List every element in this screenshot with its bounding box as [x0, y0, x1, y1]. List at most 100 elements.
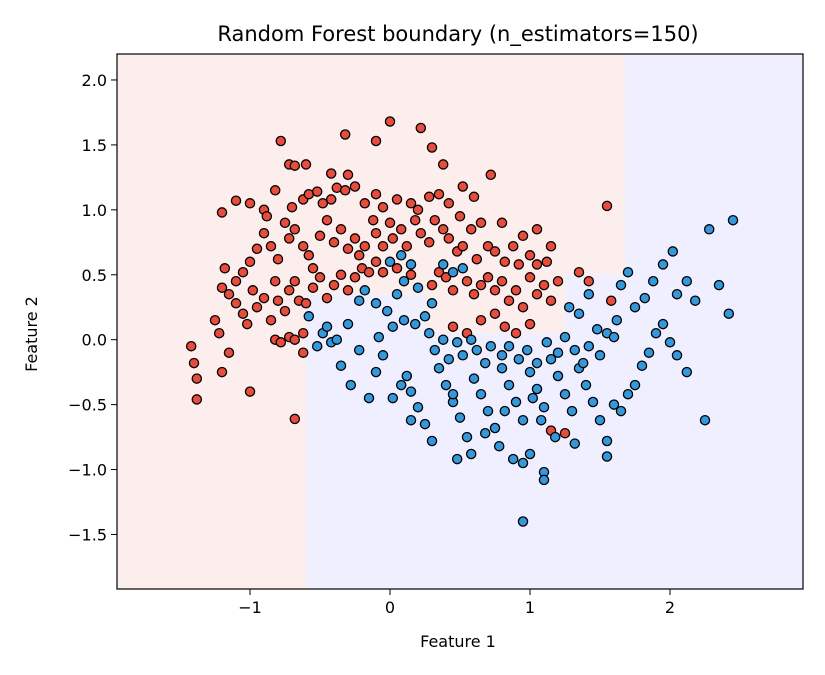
- data-point-class-1: [395, 250, 407, 261]
- data-point-class-1: [594, 414, 606, 426]
- y-tick-label: −1.5: [68, 525, 107, 544]
- data-point-class-1: [443, 353, 455, 365]
- data-point-class-0: [283, 285, 295, 296]
- data-point-class-0: [405, 269, 417, 281]
- data-point-class-1: [573, 308, 585, 319]
- x-tick-label: −1: [238, 598, 262, 617]
- data-point-class-0: [297, 347, 309, 358]
- data-point-class-1: [384, 256, 396, 268]
- data-point-class-1: [493, 440, 505, 452]
- data-point-class-0: [283, 233, 295, 244]
- data-point-class-0: [289, 224, 301, 235]
- data-point-class-1: [447, 388, 459, 400]
- data-point-class-0: [237, 266, 249, 278]
- chart-title: Random Forest boundary (n_estimators=150…: [217, 22, 698, 47]
- data-point-class-1: [615, 405, 627, 417]
- data-point-class-1: [636, 360, 648, 371]
- data-point-class-1: [409, 318, 421, 330]
- data-point-class-0: [465, 224, 477, 235]
- data-point-class-0: [258, 292, 270, 304]
- data-point-class-1: [377, 350, 389, 361]
- data-point-class-0: [415, 122, 427, 134]
- data-point-class-0: [342, 285, 354, 296]
- data-point-class-1: [671, 350, 683, 361]
- data-point-class-0: [275, 337, 287, 348]
- data-point-class-1: [545, 353, 557, 365]
- data-point-class-0: [433, 266, 445, 278]
- data-point-class-1: [510, 396, 522, 408]
- data-point-class-0: [496, 275, 508, 287]
- data-point-class-1: [681, 366, 693, 378]
- data-point-class-1: [405, 386, 417, 397]
- data-point-class-0: [289, 334, 301, 345]
- data-point-class-0: [531, 224, 543, 235]
- data-point-class-0: [545, 240, 557, 252]
- data-point-class-0: [300, 298, 312, 309]
- data-point-class-0: [335, 269, 347, 281]
- data-point-class-0: [289, 275, 301, 287]
- data-point-class-1: [489, 422, 501, 434]
- data-point-class-0: [325, 194, 337, 205]
- data-point-class-1: [699, 414, 711, 426]
- data-point-class-0: [370, 188, 382, 200]
- data-point-class-0: [471, 253, 483, 265]
- plot-frame: [116, 53, 804, 590]
- data-point-class-0: [517, 230, 529, 242]
- data-point-class-0: [272, 295, 284, 306]
- data-point-class-1: [629, 301, 641, 313]
- data-point-class-1: [643, 347, 655, 358]
- data-point-class-1: [331, 334, 343, 345]
- data-point-class-1: [433, 362, 445, 374]
- y-tick-label: 1.5: [82, 136, 107, 155]
- data-point-class-1: [517, 516, 529, 527]
- data-point-class-0: [426, 279, 438, 291]
- data-point-class-1: [398, 314, 410, 326]
- data-point-class-1: [727, 214, 739, 226]
- data-point-class-0: [573, 266, 585, 278]
- data-point-class-1: [437, 259, 449, 270]
- data-point-class-0: [457, 240, 469, 252]
- data-point-class-1: [405, 259, 417, 270]
- data-point-class-0: [443, 233, 455, 244]
- data-point-class-0: [475, 314, 487, 326]
- data-point-class-1: [426, 435, 438, 447]
- data-point-class-1: [335, 360, 347, 371]
- data-point-class-1: [703, 224, 715, 235]
- data-point-class-1: [521, 344, 533, 356]
- data-point-class-0: [468, 191, 480, 203]
- data-point-class-0: [223, 347, 235, 358]
- data-point-class-0: [387, 233, 399, 244]
- data-point-class-0: [314, 230, 326, 242]
- data-point-class-0: [335, 224, 347, 235]
- data-point-class-1: [440, 379, 452, 391]
- y-tick-label: 0.0: [82, 331, 107, 350]
- data-point-class-0: [367, 214, 379, 226]
- data-point-class-1: [457, 350, 469, 361]
- data-point-class-1: [457, 263, 469, 274]
- data-point-class-1: [311, 340, 323, 352]
- data-point-class-0: [545, 295, 557, 306]
- data-point-class-1: [657, 259, 669, 270]
- data-point-class-1: [482, 405, 494, 417]
- data-point-class-0: [517, 301, 529, 313]
- data-point-class-1: [583, 288, 595, 300]
- data-point-class-1: [419, 311, 431, 322]
- data-point-class-0: [489, 285, 501, 296]
- data-point-class-0: [524, 318, 536, 330]
- data-point-class-1: [563, 301, 575, 313]
- x-axis-ticks: −1 0 1 2: [238, 589, 675, 617]
- data-point-class-0: [213, 327, 225, 339]
- data-point-class-1: [608, 331, 620, 343]
- data-point-class-0: [191, 394, 203, 405]
- data-point-class-1: [381, 305, 393, 317]
- data-point-class-1: [419, 418, 431, 430]
- data-point-class-0: [261, 211, 273, 222]
- data-point-class-1: [387, 321, 399, 332]
- data-point-class-0: [437, 224, 449, 235]
- data-point-class-1: [527, 392, 539, 404]
- data-point-class-1: [471, 344, 483, 356]
- data-points: [185, 116, 739, 527]
- data-point-class-0: [433, 188, 445, 200]
- data-point-class-0: [216, 207, 228, 218]
- data-point-class-0: [601, 200, 613, 212]
